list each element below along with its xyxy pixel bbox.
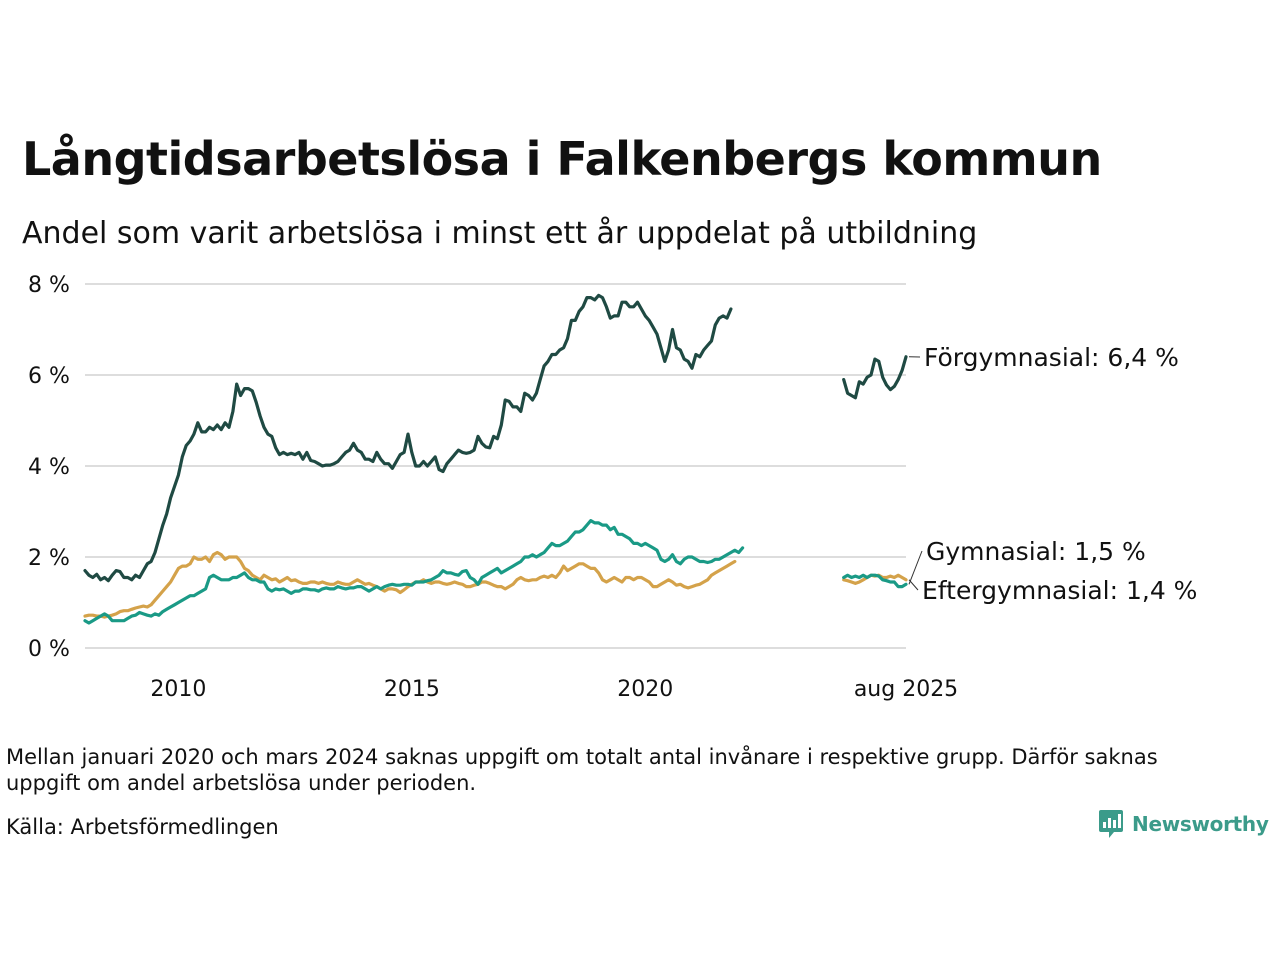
end-label-gymnasial: Gymnasial: 1,5 % [926, 537, 1146, 566]
chart-subtitle: Andel som varit arbetslösa i minst ett å… [22, 216, 978, 251]
series-line-forgymnasial [842, 355, 908, 400]
x-tick-label: aug 2025 [854, 677, 958, 702]
end-label-forgymnasial: Förgymnasial: 6,4 % [924, 343, 1179, 372]
series-line-gymnasial [842, 573, 908, 589]
y-tick-label: 0 % [28, 637, 70, 662]
line-chart: 0 % 2 % 4 % 6 % 8 % 2010 2015 2020 aug 2025 För… [28, 273, 1197, 702]
grid-lines [85, 283, 906, 649]
x-tick-label: 2015 [384, 677, 440, 702]
series-end-labels: Förgymnasial: 6,4 % Gymnasial: 1,5 % Efter… [908, 343, 1197, 605]
newsworthy-logo-icon [1099, 810, 1123, 838]
x-tick-label: 2020 [617, 677, 673, 702]
source-text: Källa: Arbetsförmedlingen [6, 815, 279, 839]
series-line-forgymnasial [83, 293, 733, 583]
leader-line-eftergymnasial [908, 579, 919, 591]
series-line-gymnasial [83, 518, 745, 625]
y-tick-label: 4 % [28, 455, 70, 480]
leader-line-gymnasial [908, 550, 923, 585]
y-axis-ticks: 0 % 2 % 4 % 6 % 8 % [28, 273, 70, 662]
series-lines [83, 293, 908, 625]
chart-title: Långtidsarbetslösa i Falkenbergs kommun [22, 132, 1102, 186]
newsworthy-brand[interactable]: Newsworthy [1098, 808, 1269, 840]
y-tick-label: 2 % [28, 546, 70, 571]
y-tick-label: 6 % [28, 364, 70, 389]
footnote: Mellan januari 2020 och mars 2024 saknas… [6, 745, 1158, 795]
brand-name: Newsworthy [1132, 812, 1269, 836]
end-label-eftergymnasial: Eftergymnasial: 1,4 % [922, 576, 1197, 605]
y-tick-label: 8 % [28, 273, 70, 298]
x-tick-label: 2010 [150, 677, 206, 702]
x-axis-ticks: 2010 2015 2020 aug 2025 [150, 677, 958, 702]
